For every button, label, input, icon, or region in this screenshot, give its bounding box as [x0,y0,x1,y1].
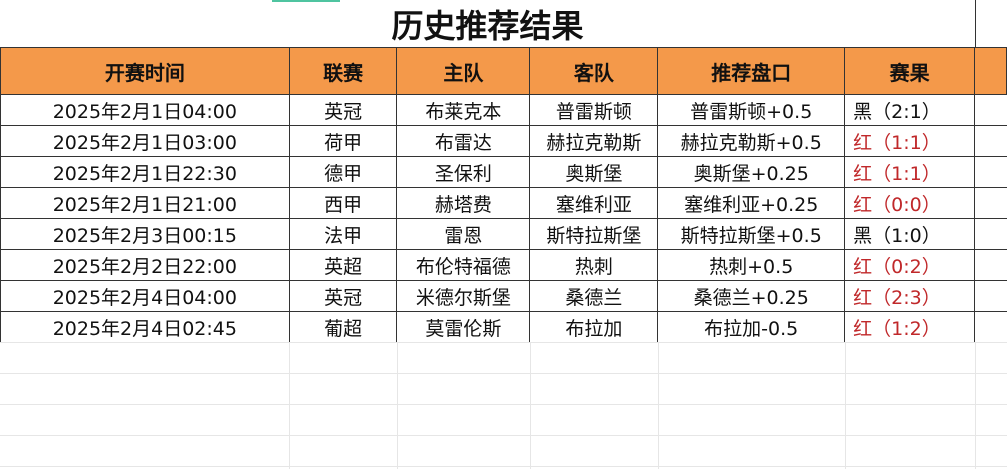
cell-time[interactable]: 2025年2月1日22:30 [0,156,290,188]
header-home[interactable]: 主队 [396,47,531,95]
cell-time[interactable]: 2025年2月4日02:45 [0,311,290,343]
cell-home[interactable]: 布雷达 [396,125,531,157]
cell-away[interactable]: 普雷斯顿 [529,94,659,126]
cell-time[interactable]: 2025年2月1日03:00 [0,125,290,157]
cell-empty[interactable] [974,156,1007,188]
cell-result[interactable]: 红（0:0） [844,187,976,219]
grid-line [289,342,290,469]
table-row: 2025年2月1日04:00 英冠 布莱克本 普雷斯顿 普雷斯顿+0.5 黑（2:1） [0,94,1007,126]
cell-home[interactable]: 赫塔费 [396,187,531,219]
cell-result[interactable]: 红（0:2） [844,249,976,281]
cell-away[interactable]: 塞维利亚 [529,187,659,219]
cell-result[interactable]: 红（1:1） [844,125,976,157]
cell-empty[interactable] [974,249,1007,281]
cell-result[interactable]: 红（1:2） [844,311,976,343]
empty-grid [0,342,1007,469]
cell-league[interactable]: 德甲 [288,156,398,188]
sheet-title: 历史推荐结果 [391,6,584,45]
cell-league[interactable]: 英冠 [288,94,398,126]
header-away[interactable]: 客队 [529,47,659,95]
cell-league[interactable]: 法甲 [288,218,398,250]
cell-league[interactable]: 英冠 [288,280,398,312]
cell-away[interactable]: 斯特拉斯堡 [529,218,659,250]
cell-league[interactable]: 荷甲 [288,125,398,157]
cell-pick[interactable]: 热刺+0.5 [657,249,846,281]
table-row: 2025年2月4日04:00 英冠 米德尔斯堡 桑德兰 桑德兰+0.25 红（2:3） [0,280,1007,312]
header-result[interactable]: 赛果 [844,47,976,95]
cell-empty[interactable] [974,94,1007,126]
table-row: 2025年2月1日21:00 西甲 赫塔费 塞维利亚 塞维利亚+0.25 红（0:0） [0,187,1007,219]
cell-empty[interactable] [974,125,1007,157]
cell-league[interactable]: 西甲 [288,187,398,219]
cell-empty[interactable] [974,280,1007,312]
cell-empty[interactable] [974,311,1007,343]
cell-home[interactable]: 布莱克本 [396,94,531,126]
cell-away[interactable]: 奥斯堡 [529,156,659,188]
grid-line [530,342,531,469]
grid-line [397,342,398,469]
cell-result[interactable]: 红（2:3） [844,280,976,312]
table-row: 2025年2月3日00:15 法甲 雷恩 斯特拉斯堡 斯特拉斯堡+0.5 黑（1:0） [0,218,1007,250]
header-time[interactable]: 开赛时间 [0,47,290,95]
cell-time[interactable]: 2025年2月1日04:00 [0,94,290,126]
grid-line [658,342,659,469]
cell-time[interactable]: 2025年2月1日21:00 [0,187,290,219]
cell-away[interactable]: 布拉加 [529,311,659,343]
cell-pick[interactable]: 布拉加-0.5 [657,311,846,343]
cell-league[interactable]: 葡超 [288,311,398,343]
divider [975,0,976,47]
header-pick[interactable]: 推荐盘口 [657,47,846,95]
cell-empty[interactable] [974,218,1007,250]
cell-pick[interactable]: 斯特拉斯堡+0.5 [657,218,846,250]
cell-time[interactable]: 2025年2月4日04:00 [0,280,290,312]
cell-empty[interactable] [974,187,1007,219]
table-row: 2025年2月1日03:00 荷甲 布雷达 赫拉克勒斯 赫拉克勒斯+0.5 红（1:1） [0,125,1007,157]
header-league[interactable]: 联赛 [288,47,398,95]
cell-league[interactable]: 英超 [288,249,398,281]
cell-pick[interactable]: 奥斯堡+0.25 [657,156,846,188]
table-row: 2025年2月2日22:00 英超 布伦特福德 热刺 热刺+0.5 红（0:2） [0,249,1007,281]
cell-home[interactable]: 莫雷伦斯 [396,311,531,343]
cell-result[interactable]: 红（1:1） [844,156,976,188]
cell-home[interactable]: 布伦特福德 [396,249,531,281]
grid-line [975,342,976,469]
cell-away[interactable]: 桑德兰 [529,280,659,312]
table-row: 2025年2月1日22:30 德甲 圣保利 奥斯堡 奥斯堡+0.25 红（1:1） [0,156,1007,188]
cell-home[interactable]: 米德尔斯堡 [396,280,531,312]
cell-pick[interactable]: 塞维利亚+0.25 [657,187,846,219]
cell-home[interactable]: 雷恩 [396,218,531,250]
cell-pick[interactable]: 普雷斯顿+0.5 [657,94,846,126]
grid-line [845,342,846,469]
cell-result[interactable]: 黑（2:1） [844,94,976,126]
cell-away[interactable]: 赫拉克勒斯 [529,125,659,157]
cell-pick[interactable]: 桑德兰+0.25 [657,280,846,312]
cell-result[interactable]: 黑（1:0） [844,218,976,250]
cell-selection-indicator [272,0,340,2]
table-row: 2025年2月4日02:45 葡超 莫雷伦斯 布拉加 布拉加-0.5 红（1:2） [0,311,1007,343]
results-table: 开赛时间 联赛 主队 客队 推荐盘口 赛果 2025年2月1日04:00 英冠 布莱… [0,47,1007,343]
cell-time[interactable]: 2025年2月2日22:00 [0,249,290,281]
cell-away[interactable]: 热刺 [529,249,659,281]
cell-pick[interactable]: 赫拉克勒斯+0.5 [657,125,846,157]
header-empty[interactable] [974,47,1007,95]
cell-home[interactable]: 圣保利 [396,156,531,188]
cell-time[interactable]: 2025年2月3日00:15 [0,218,290,250]
header-row: 开赛时间 联赛 主队 客队 推荐盘口 赛果 [0,47,1007,95]
